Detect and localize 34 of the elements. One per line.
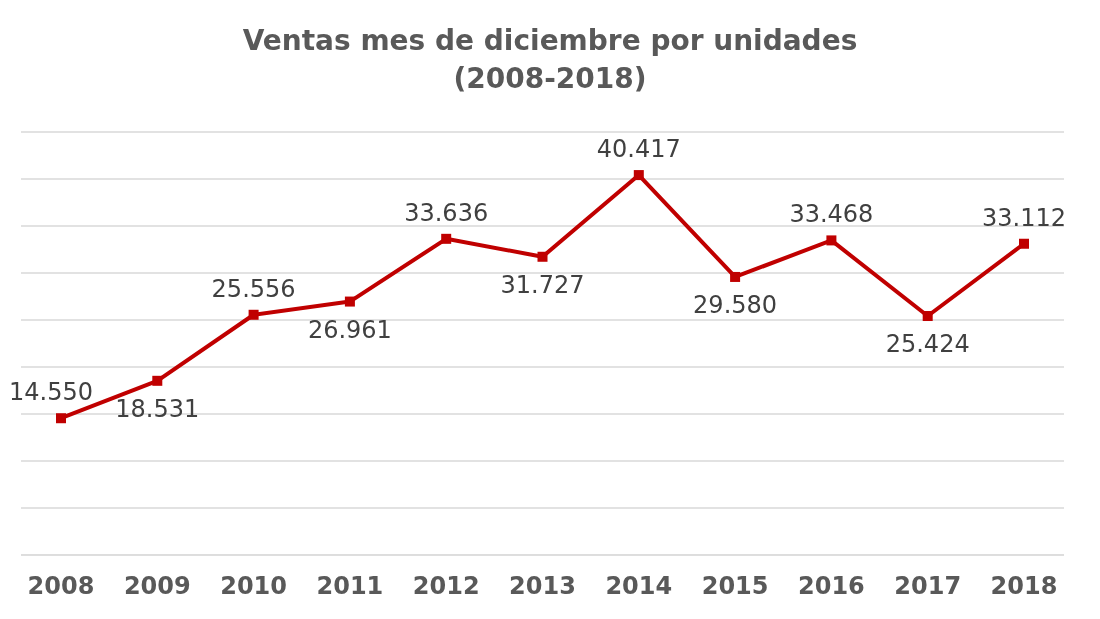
point	[152, 375, 163, 386]
x-tick-label: 2018	[990, 572, 1058, 601]
data-label: 25.556	[211, 274, 296, 303]
point	[922, 311, 933, 322]
x-tick-label: 2014	[605, 572, 673, 601]
point	[537, 251, 548, 262]
data-label: 33.468	[789, 200, 874, 229]
data-label: 40.417	[596, 135, 681, 164]
data-label: 18.531	[115, 394, 200, 423]
data-label: 14.550	[9, 378, 93, 407]
x-tick-label: 2016	[798, 572, 865, 601]
data-label: 25.424	[885, 330, 970, 359]
chart-title: Ventas mes de diciembre por unidades (2008-2018)	[241, 23, 859, 97]
x-tick-label: 2012	[412, 572, 480, 601]
data-label: 26.961	[307, 315, 392, 344]
point	[1019, 238, 1029, 249]
point	[248, 309, 259, 320]
x-tick-label: 2015	[701, 572, 769, 601]
x-tick-label: 2010	[220, 572, 287, 601]
x-tick-label: 2009	[123, 572, 191, 601]
x-tick-label: 2008	[27, 572, 95, 601]
x-tick-label: 2017	[894, 572, 962, 601]
x-tick-label: 2011	[316, 572, 384, 601]
point	[344, 296, 355, 307]
point	[56, 413, 66, 424]
data-label: 29.580	[693, 290, 778, 319]
data-label: 33.112	[982, 203, 1066, 232]
data-label: 33.636	[404, 198, 489, 227]
data-label: 31.727	[500, 270, 585, 299]
point	[633, 170, 644, 181]
x-tick-label: 2013	[509, 572, 576, 601]
point	[730, 271, 741, 282]
point	[826, 235, 837, 246]
point	[441, 233, 452, 244]
